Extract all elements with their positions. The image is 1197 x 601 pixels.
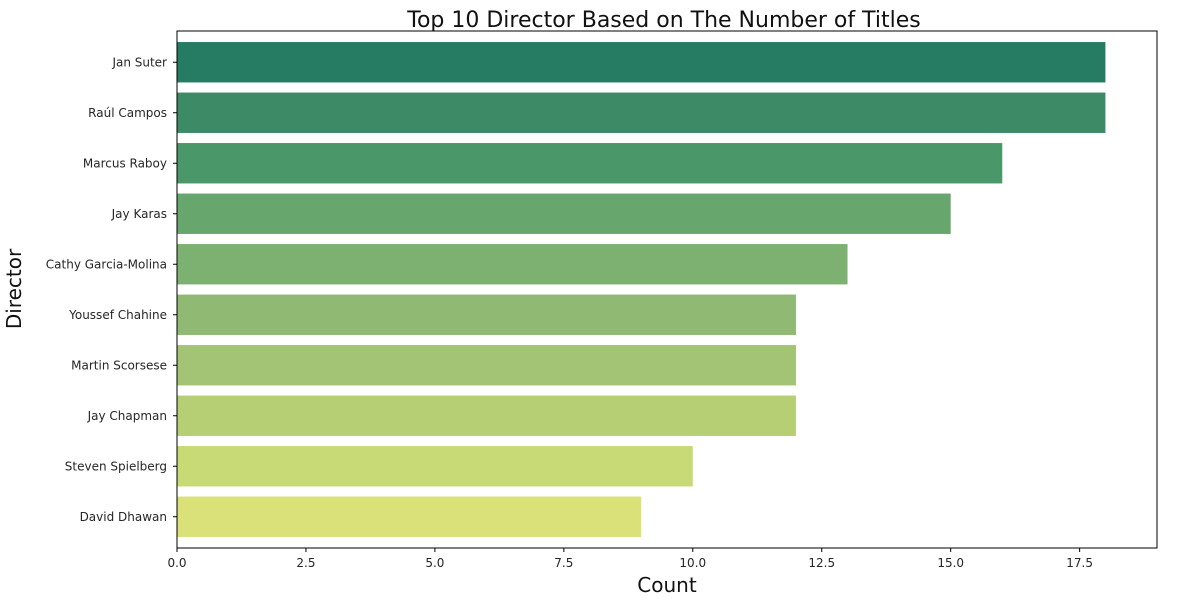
x-tick-label: 2.5 [296,556,315,570]
x-tick-label: 12.5 [808,556,835,570]
y-axis: Jan Suter Raúl Campos Marcus Raboy Jay Kara… [46,55,177,524]
x-tick-label: 7.5 [554,556,573,570]
bar-2 [177,92,1106,133]
bar-8 [177,395,796,436]
plot-frame [176,30,1158,549]
y-tick-label: Youssef Chahine [68,308,167,322]
x-tick-label: 0.0 [167,556,186,570]
x-tick-label: 10.0 [679,556,706,570]
bar-3 [177,143,1003,184]
y-tick-label: Jan Suter [111,55,167,69]
bar-1 [177,42,1106,83]
bars [177,42,1106,537]
x-tick-label: 5.0 [425,556,444,570]
x-axis-title: Count [637,573,697,597]
bar-7 [177,345,796,386]
bar-10 [177,496,642,537]
x-tick-label: 15.0 [937,556,964,570]
y-tick-label: Jay Karas [111,207,167,221]
x-tick-label: 17.5 [1066,556,1093,570]
y-tick-label: Martin Scorsese [71,358,167,372]
bar-6 [177,294,796,335]
y-axis-title: Director [2,248,26,329]
y-tick-label: Marcus Raboy [83,156,167,170]
y-tick-label: Jay Chapman [87,409,167,423]
x-axis: 0.0 2.5 5.0 7.5 10.0 12.5 15.0 17.5 [167,548,1093,570]
y-tick-label: David Dhawan [80,510,167,524]
y-tick-label: Raúl Campos [88,106,167,120]
y-tick-label: Cathy Garcia-Molina [46,257,167,271]
chart-title: Top 10 Director Based on The Number of T… [406,8,921,33]
bar-5 [177,244,848,285]
bar-4 [177,193,951,234]
y-tick-label: Steven Spielberg [65,459,167,473]
bar-9 [177,446,693,487]
